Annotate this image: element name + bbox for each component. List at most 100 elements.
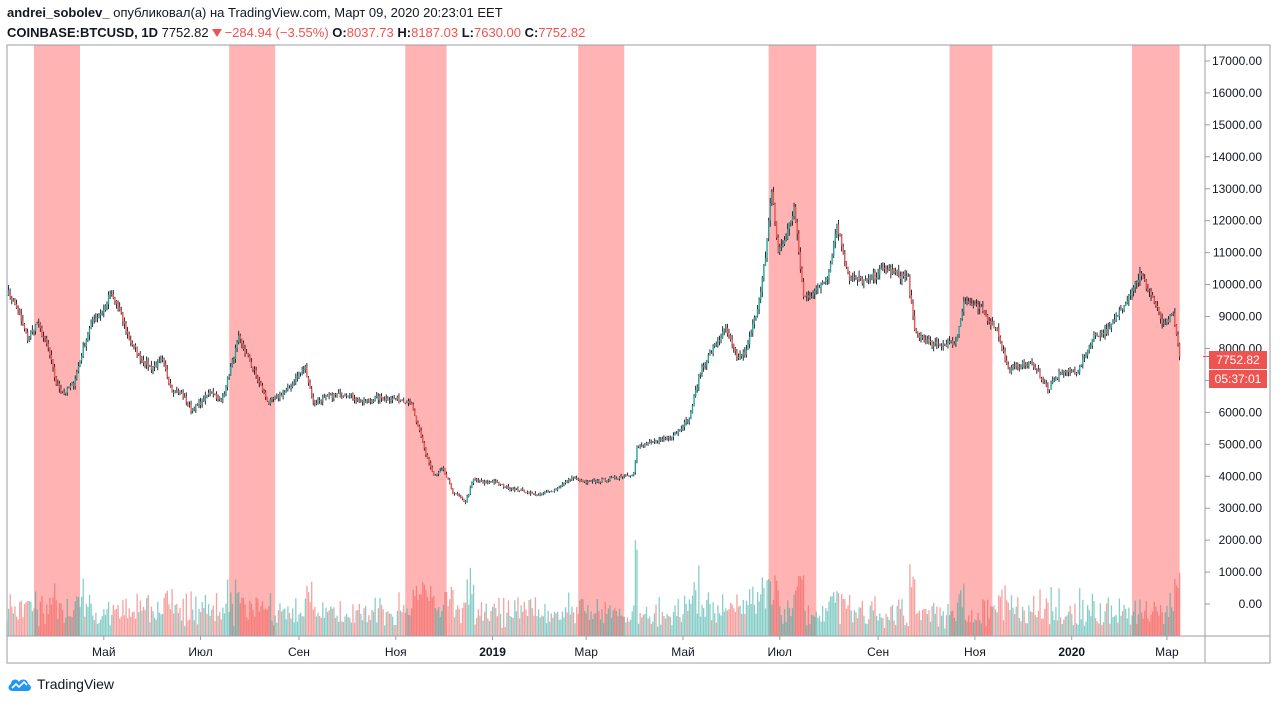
symbol-label[interactable]: COINBASE:BTCUSD, 1D (7, 25, 158, 40)
volume-bar (482, 620, 484, 636)
volume-bar (450, 586, 452, 636)
volume-bar (653, 613, 656, 636)
candle-body (344, 395, 346, 397)
volume-bar (152, 611, 154, 636)
volume-bar (836, 591, 838, 636)
candle-body (786, 229, 789, 240)
volume-bar (576, 606, 578, 636)
volume-bar (921, 609, 924, 636)
volume-bar (104, 614, 107, 636)
volume-bar (512, 617, 514, 636)
volume-bar (255, 597, 257, 636)
volume-bar (496, 616, 499, 636)
volume-bar (1066, 615, 1068, 636)
y-tick-label: 15000.00 (1212, 118, 1262, 132)
candle-body (496, 481, 499, 483)
candle-body (333, 394, 335, 399)
volume-bar (544, 604, 546, 636)
candle-body (725, 328, 727, 330)
candle-body (326, 394, 329, 396)
candle-body (1161, 318, 1163, 324)
candle-body (1020, 367, 1022, 368)
volume-bar (1107, 597, 1109, 636)
candle-body (896, 270, 898, 273)
volume-bar (1075, 623, 1078, 636)
candle-body (978, 306, 981, 309)
candle-body (293, 382, 295, 384)
volume-bar (341, 621, 343, 636)
volume-bar (1104, 611, 1106, 636)
candle-body (998, 328, 1000, 338)
volume-bar (793, 594, 795, 636)
high-label: H: (397, 25, 412, 40)
volume-bar (203, 607, 205, 636)
candle-body (1026, 364, 1028, 366)
candle-body (593, 480, 595, 482)
volume-bar (891, 604, 894, 636)
price-change: −284.94 (−3.55%) (224, 25, 329, 40)
volume-bar (209, 615, 211, 636)
candle-body (606, 481, 608, 482)
candle-body (536, 495, 538, 497)
candle-body (444, 468, 446, 474)
candle-body (468, 493, 470, 497)
volume-bar (525, 609, 527, 636)
candle-body (1097, 336, 1100, 338)
candle-body (71, 383, 73, 386)
candle-body (1055, 377, 1057, 381)
volume-bar (696, 613, 698, 636)
candle-body (475, 479, 478, 481)
volume-bar (379, 597, 381, 636)
volume-bar (350, 622, 353, 636)
candle-body (888, 268, 890, 270)
volume-bar (747, 604, 749, 636)
candle-body (594, 480, 597, 483)
candle-body (568, 478, 570, 483)
candle-body (291, 383, 294, 388)
volume-bar (449, 599, 451, 636)
candle-body (171, 386, 173, 393)
volume-bar (812, 615, 814, 636)
volume-bar (558, 619, 560, 636)
candle-body (414, 410, 416, 416)
candle-body (1166, 319, 1168, 323)
candle-body (193, 408, 195, 410)
volume-bar (969, 622, 971, 636)
candle-body (904, 275, 906, 277)
volume-bar (20, 600, 22, 636)
low-value: 7630.00 (474, 25, 521, 40)
volume-bar (401, 612, 403, 636)
candle-body (853, 277, 856, 279)
candle-body (510, 488, 513, 490)
candle-body (1144, 279, 1146, 281)
volume-bar (934, 613, 936, 636)
volume-bar (457, 605, 459, 636)
candle-body (442, 468, 445, 470)
volume-bar (939, 607, 941, 636)
candle-body (583, 481, 586, 482)
candle-body (412, 404, 414, 411)
volume-bar (185, 593, 188, 636)
y-tick-label: 14000.00 (1212, 150, 1262, 164)
author-name[interactable]: andrei_sobolev_ (7, 5, 110, 20)
candle-body (368, 399, 370, 402)
candle-body (418, 425, 421, 431)
volume-bar (701, 604, 703, 636)
candle-body (1101, 332, 1103, 334)
volume-bar (536, 616, 538, 636)
candle-body (318, 400, 321, 401)
volume-bar (882, 617, 884, 636)
candle-body (575, 478, 578, 479)
volume-bar (19, 602, 21, 636)
tradingview-logo[interactable]: TradingView (7, 676, 114, 692)
volume-bar (587, 605, 589, 636)
candle-body (926, 339, 929, 344)
candle-body (955, 341, 957, 344)
volume-bar (560, 619, 562, 636)
volume-bar (815, 611, 817, 636)
candle-body (737, 356, 740, 359)
volume-bar (664, 618, 667, 636)
candle-body (1113, 319, 1116, 323)
volume-bar (879, 613, 881, 636)
